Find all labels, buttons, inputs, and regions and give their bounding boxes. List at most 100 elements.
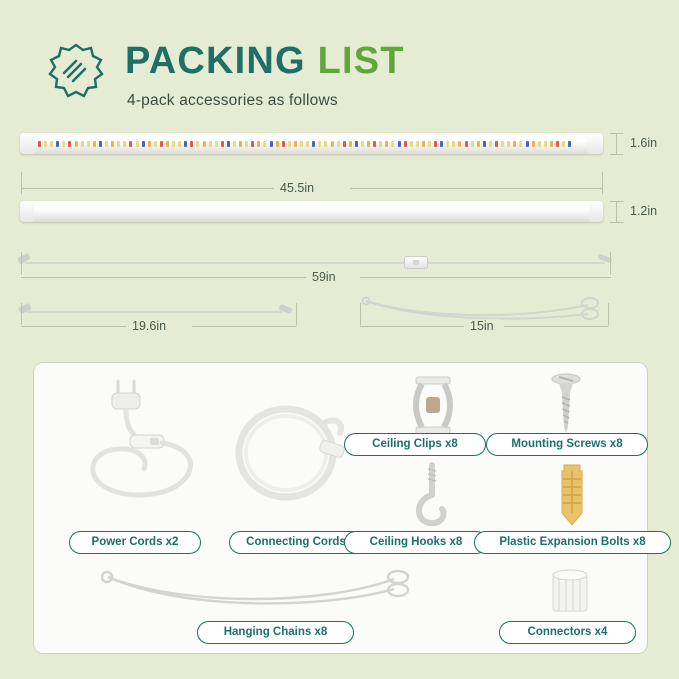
led-diode xyxy=(196,140,200,147)
led-diode xyxy=(324,140,328,147)
led-diode xyxy=(239,140,243,147)
led-bar-endcap-right xyxy=(587,133,603,154)
dim-line-196-left xyxy=(21,326,126,327)
led-diode xyxy=(549,140,553,147)
led-diode xyxy=(458,140,462,147)
led-diode xyxy=(92,140,96,147)
led-diode xyxy=(159,140,163,147)
led-diode xyxy=(50,140,54,147)
label-plastic-expansion-bolts: Plastic Expansion Bolts x8 xyxy=(474,531,671,554)
dim-line-455-left xyxy=(21,188,274,189)
hook-icon xyxy=(416,462,447,527)
led-diode xyxy=(287,140,291,147)
led-diode-strip xyxy=(38,139,585,148)
dim-ext-right-196 xyxy=(296,303,297,325)
led-diode xyxy=(525,140,529,147)
dim-tick-tube-top xyxy=(610,201,623,202)
led-diode xyxy=(263,140,267,147)
dim-ext-left-455 xyxy=(21,172,22,194)
led-diode xyxy=(348,140,352,147)
led-diode xyxy=(123,140,127,147)
led-diode xyxy=(129,140,133,147)
led-diode xyxy=(446,140,450,147)
led-diode xyxy=(415,140,419,147)
header: PACKING LIST 4-pack accessories as follo… xyxy=(45,40,465,115)
dim-ext-left-15 xyxy=(360,303,361,325)
led-diode xyxy=(434,140,438,147)
led-diode xyxy=(68,140,72,147)
connector-icon xyxy=(552,569,588,612)
led-diode xyxy=(56,140,60,147)
led-diode xyxy=(562,140,566,147)
page-title: PACKING LIST xyxy=(125,40,405,83)
led-diode xyxy=(293,140,297,147)
led-diode xyxy=(312,140,316,147)
led-diode xyxy=(452,140,456,147)
label-ceiling-clips: Ceiling Clips x8 xyxy=(344,433,486,456)
dim-ext-left-196 xyxy=(21,303,22,325)
dim-line-59-right xyxy=(360,277,611,278)
led-diode xyxy=(38,140,41,147)
dim-line-455-right xyxy=(350,188,603,189)
led-diode xyxy=(257,140,261,147)
led-diode xyxy=(318,140,322,147)
steel-cable-icon xyxy=(100,569,410,605)
dim-tick-bar-top xyxy=(610,133,623,134)
label-hanging-chains: Hanging Chains x8 xyxy=(197,621,354,644)
led-diode xyxy=(233,140,236,147)
led-diode xyxy=(74,140,78,147)
led-diode xyxy=(165,140,169,147)
led-diode xyxy=(245,140,249,147)
label-connectors: Connectors x4 xyxy=(499,621,636,644)
dim-label-tube-height: 1.2in xyxy=(626,204,662,218)
label-ceiling-hooks: Ceiling Hooks x8 xyxy=(344,531,488,554)
led-diode xyxy=(397,140,401,147)
dim-ext-right-455 xyxy=(602,172,603,194)
led-diode xyxy=(501,140,505,147)
tube-endcap-left xyxy=(20,201,34,222)
led-diode xyxy=(379,140,383,147)
led-diode xyxy=(98,140,102,147)
led-diode xyxy=(495,140,499,147)
led-diode xyxy=(440,140,444,147)
led-diode xyxy=(568,140,572,147)
page-title-part1: PACKING xyxy=(125,40,306,82)
dim-line-196-right xyxy=(192,326,297,327)
led-grow-bar xyxy=(20,133,603,154)
led-diode xyxy=(531,140,535,147)
dim-tick-bar-bottom xyxy=(610,154,623,155)
led-diode xyxy=(354,140,358,147)
led-diode xyxy=(80,140,84,147)
coiled-cord-icon xyxy=(235,405,345,501)
screw-icon xyxy=(551,373,581,433)
led-diode xyxy=(105,140,109,147)
led-diode xyxy=(86,140,90,147)
led-diode xyxy=(184,140,188,147)
label-power-cords: Power Cords x2 xyxy=(69,531,201,554)
led-diode xyxy=(44,140,48,147)
ceiling-clip-icon xyxy=(413,376,453,435)
led-diode xyxy=(251,140,255,147)
led-diode xyxy=(208,140,212,147)
led-diode xyxy=(281,140,285,147)
led-diode xyxy=(153,140,157,147)
led-diode xyxy=(306,140,310,147)
led-diode xyxy=(269,140,273,147)
led-diode xyxy=(360,140,364,147)
leaf-badge-icon xyxy=(45,42,107,104)
tube-endcap-right xyxy=(589,201,603,222)
led-diode xyxy=(507,140,511,147)
led-diode xyxy=(476,140,480,147)
led-diode xyxy=(519,140,523,147)
led-diode xyxy=(336,140,340,147)
label-connecting-cords: Connecting Cords x3 xyxy=(229,531,379,554)
dim-line-15-left xyxy=(360,326,464,327)
dim-line-15-right xyxy=(504,326,609,327)
page-title-part2: LIST xyxy=(317,40,405,82)
connecting-cord-line xyxy=(27,311,282,313)
dim-tick-tube-bottom xyxy=(610,222,623,223)
led-diode xyxy=(275,140,279,147)
led-diode xyxy=(226,140,230,147)
led-diode xyxy=(147,140,151,147)
